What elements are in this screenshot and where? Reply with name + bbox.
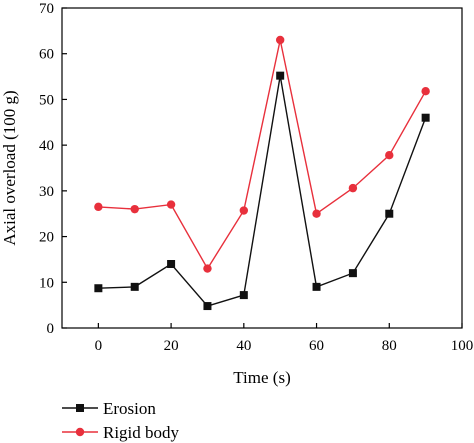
x-tick-label: 40 <box>236 338 251 354</box>
data-point <box>385 151 394 160</box>
data-point <box>130 204 139 214</box>
series-layer <box>94 35 430 311</box>
legend-item: Erosion <box>62 399 156 418</box>
y-tick-label: 60 <box>39 47 54 63</box>
legend: Erosion Rigid body <box>62 399 180 442</box>
data-point <box>203 264 212 273</box>
data-point <box>421 113 430 122</box>
x-tick-label: 60 <box>309 338 324 354</box>
data-point <box>94 202 103 212</box>
series-erosion <box>94 71 430 311</box>
legend-label: Rigid body <box>103 423 180 442</box>
series-rigid-body <box>94 35 430 273</box>
plot-frame <box>61 7 463 329</box>
y-tick-label: 30 <box>39 184 54 200</box>
axes: 0 20 40 60 80 100 0 10 20 30 40 50 60 70 <box>39 1 473 354</box>
legend-marker <box>76 404 84 412</box>
data-point <box>276 71 285 80</box>
y-tick-label: 40 <box>39 138 54 154</box>
data-point <box>130 282 139 291</box>
data-point <box>239 206 249 215</box>
x-tick-label: 20 <box>164 338 179 354</box>
y-axis-title: Axial overload (100 g) <box>0 90 19 245</box>
data-point <box>385 209 394 218</box>
y-tick-label: 70 <box>39 1 54 17</box>
data-point <box>348 269 357 278</box>
y-tick-label: 20 <box>39 230 54 246</box>
data-point <box>167 260 176 268</box>
y-tick-label: 0 <box>47 321 55 337</box>
legend-marker <box>75 427 85 437</box>
data-point <box>166 200 176 209</box>
y-tick-label: 10 <box>39 275 54 291</box>
data-point <box>348 183 358 193</box>
data-point <box>312 209 321 218</box>
x-axis-title: Time (s) <box>233 368 290 387</box>
x-tick-label: 80 <box>382 338 397 354</box>
series-line <box>98 39 427 270</box>
data-point <box>203 302 212 311</box>
data-point <box>94 284 103 293</box>
data-point <box>312 282 321 291</box>
legend-label: Erosion <box>103 399 156 418</box>
data-point <box>275 35 285 45</box>
legend-item: Rigid body <box>62 423 180 442</box>
x-tick-label: 0 <box>95 338 103 354</box>
y-tick-label: 50 <box>39 92 54 108</box>
x-tick-label: 100 <box>451 338 474 354</box>
data-point <box>239 291 248 300</box>
series-line <box>98 75 427 307</box>
data-point <box>421 87 430 96</box>
